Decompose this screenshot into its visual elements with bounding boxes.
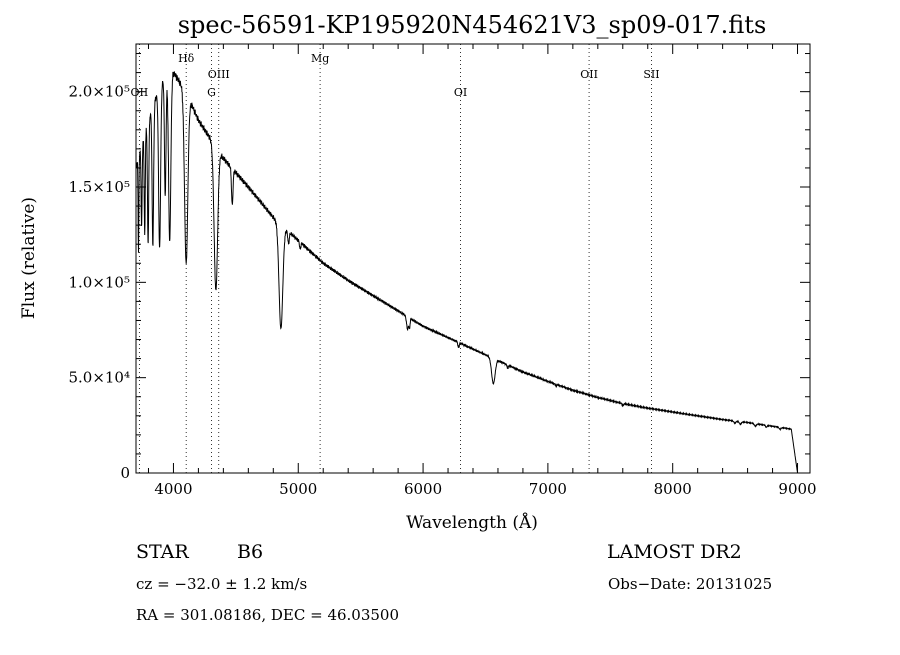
sky-coordinates: RA = 301.08186, DEC = 46.03500: [136, 606, 399, 624]
spectrum-line: [135, 71, 798, 474]
x-tick-label: 4000: [154, 480, 192, 498]
spectral-line-markers: OII Hδ G OIII Mg OI OII SII: [131, 44, 660, 473]
y-tick-label: 2.0×10⁵: [68, 83, 130, 101]
spectral-line-label: OI: [454, 86, 467, 99]
x-tick-label: 8000: [654, 480, 692, 498]
spectral-line-label: G: [207, 86, 216, 99]
spectral-line-label: SII: [643, 68, 659, 81]
x-axis-label: Wavelength (Å): [406, 512, 538, 533]
x-tick-label: 7000: [529, 480, 567, 498]
chart-title: spec-56591-KP195920N454621V3_sp09-017.fi…: [178, 11, 767, 39]
y-axis-label: Flux (relative): [19, 197, 39, 319]
y-tick-label: 0: [120, 464, 130, 482]
object-type: STAR: [136, 541, 189, 563]
redshift-value: cz = −32.0 ± 1.2 km/s: [136, 575, 307, 593]
x-tick-label: 5000: [279, 480, 317, 498]
observation-date: Obs−Date: 20131025: [608, 575, 772, 593]
spectral-line-label: OII: [580, 68, 598, 81]
plot-frame: [135, 43, 811, 474]
y-tick-label: 5.0×10⁴: [68, 369, 130, 387]
spectral-line-label: OIII: [208, 68, 230, 81]
survey-release: LAMOST DR2: [607, 541, 742, 563]
x-tick-label: 9000: [778, 480, 816, 498]
y-axis: 0 5.0×10⁴ 1.0×10⁵ 1.5×10⁵ 2.0×10⁵: [68, 53, 810, 482]
y-tick-label: 1.0×10⁵: [68, 273, 130, 291]
spectral-subclass: B6: [237, 541, 263, 563]
spectral-line-label: Mg: [311, 52, 329, 65]
spectral-line-label: Hδ: [178, 52, 195, 65]
x-axis: 4000 5000 6000 7000 8000 9000: [147, 44, 817, 498]
x-tick-label: 6000: [404, 480, 442, 498]
y-tick-label: 1.5×10⁵: [68, 178, 130, 196]
spectral-line-label: OII: [131, 86, 149, 99]
